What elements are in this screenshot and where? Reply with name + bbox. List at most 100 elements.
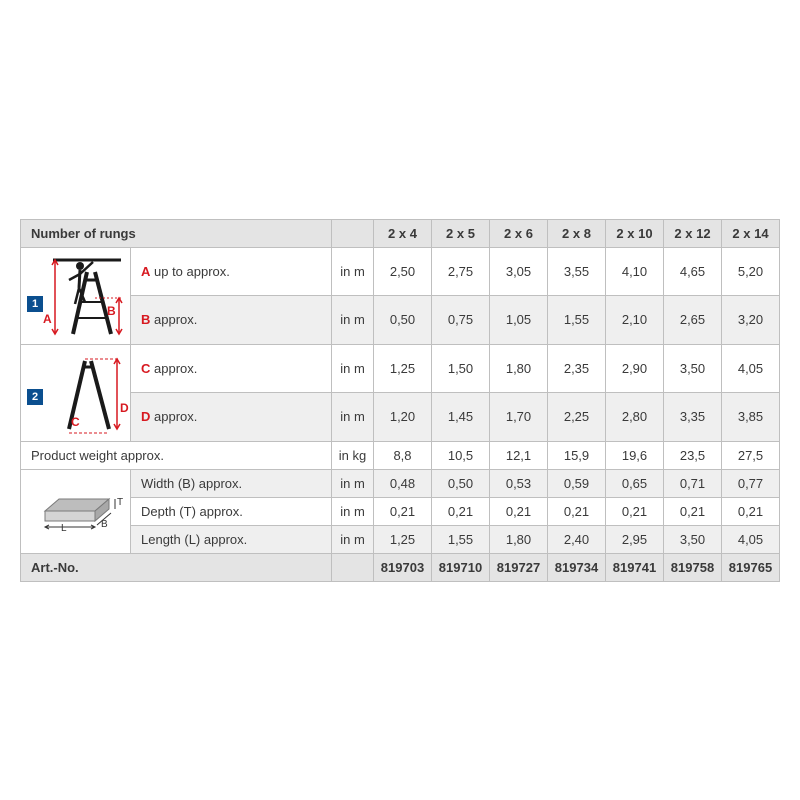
header-col-1: 2 x 5 — [432, 219, 490, 247]
row-a-v6: 5,20 — [722, 247, 780, 296]
row-weight-v4: 19,6 — [606, 441, 664, 469]
header-col-4: 2 x 10 — [606, 219, 664, 247]
row-lengthl-v5: 3,50 — [664, 525, 722, 553]
row-a-rest: up to approx. — [150, 264, 230, 279]
row-artno: Art.-No. 819703 819710 819727 819734 819… — [21, 553, 780, 581]
row-a-v3: 3,55 — [548, 247, 606, 296]
row-b-v0: 0,50 — [374, 296, 432, 345]
row-depth-t: Depth (T) approx. in m 0,21 0,21 0,21 0,… — [21, 497, 780, 525]
row-weight: Product weight approx. in kg 8,8 10,5 12… — [21, 441, 780, 469]
row-lengthl-v0: 1,25 — [374, 525, 432, 553]
row-artno-v1: 819710 — [432, 553, 490, 581]
row-d-v2: 1,70 — [490, 393, 548, 442]
row-lengthl-v4: 2,95 — [606, 525, 664, 553]
header-col-2: 2 x 6 — [490, 219, 548, 247]
row-widthb-v6: 0,77 — [722, 469, 780, 497]
diagram-1-cell: 1 — [21, 247, 131, 344]
row-artno-v3: 819734 — [548, 553, 606, 581]
row-widthb-v1: 0,50 — [432, 469, 490, 497]
row-lengthl-v3: 2,40 — [548, 525, 606, 553]
row-weight-label: Product weight approx. — [21, 441, 332, 469]
diagram-box-b: B — [101, 519, 108, 530]
row-deptht-v4: 0,21 — [606, 497, 664, 525]
row-artno-v4: 819741 — [606, 553, 664, 581]
diagram-2-label-d: D — [120, 401, 129, 415]
row-c-v3: 2,35 — [548, 344, 606, 393]
row-artno-v5: 819758 — [664, 553, 722, 581]
header-col-3: 2 x 8 — [548, 219, 606, 247]
diagram-1-label-b: B — [107, 304, 116, 318]
row-b: B approx. in m 0,50 0,75 1,05 1,55 2,10 … — [21, 296, 780, 345]
row-width-b: L B T Width (B) approx. in m 0,48 0,50 0… — [21, 469, 780, 497]
row-a-v1: 2,75 — [432, 247, 490, 296]
row-c-v0: 1,25 — [374, 344, 432, 393]
row-d-v4: 2,80 — [606, 393, 664, 442]
row-weight-v1: 10,5 — [432, 441, 490, 469]
row-deptht-v3: 0,21 — [548, 497, 606, 525]
row-widthb-v5: 0,71 — [664, 469, 722, 497]
row-c-prefix: C — [141, 361, 150, 376]
row-widthb-label: Width (B) approx. — [131, 469, 332, 497]
row-widthb-v2: 0,53 — [490, 469, 548, 497]
row-lengthl-v1: 1,55 — [432, 525, 490, 553]
spec-table: Number of rungs 2 x 4 2 x 5 2 x 6 2 x 8 … — [20, 219, 780, 582]
row-artno-v6: 819765 — [722, 553, 780, 581]
row-weight-v5: 23,5 — [664, 441, 722, 469]
row-d-v5: 3,35 — [664, 393, 722, 442]
badge-1: 1 — [27, 296, 43, 312]
row-c: 2 C D C approx. — [21, 344, 780, 393]
row-c-unit: in m — [332, 344, 374, 393]
diagram-box-l: L — [61, 523, 67, 534]
row-a: 1 — [21, 247, 780, 296]
row-b-v6: 3,20 — [722, 296, 780, 345]
diagram-1: 1 — [25, 252, 126, 340]
row-c-v5: 3,50 — [664, 344, 722, 393]
row-b-v4: 2,10 — [606, 296, 664, 345]
row-artno-v2: 819727 — [490, 553, 548, 581]
row-widthb-v3: 0,59 — [548, 469, 606, 497]
row-b-unit: in m — [332, 296, 374, 345]
row-d-prefix: D — [141, 409, 150, 424]
diagram-1-label-a: A — [43, 312, 52, 326]
row-a-v2: 3,05 — [490, 247, 548, 296]
row-b-v3: 1,55 — [548, 296, 606, 345]
row-weight-v6: 27,5 — [722, 441, 780, 469]
row-a-v0: 2,50 — [374, 247, 432, 296]
diagram-2-label-c: C — [71, 415, 80, 429]
row-lengthl-label: Length (L) approx. — [131, 525, 332, 553]
header-title: Number of rungs — [21, 219, 332, 247]
row-weight-v3: 15,9 — [548, 441, 606, 469]
row-a-unit: in m — [332, 247, 374, 296]
row-c-v6: 4,05 — [722, 344, 780, 393]
header-col-5: 2 x 12 — [664, 219, 722, 247]
row-c-v1: 1,50 — [432, 344, 490, 393]
row-weight-unit: in kg — [332, 441, 374, 469]
diagram-box: L B T — [25, 481, 126, 541]
row-d-v6: 3,85 — [722, 393, 780, 442]
row-b-v2: 1,05 — [490, 296, 548, 345]
diagram-box-t: T — [117, 497, 123, 508]
row-c-v2: 1,80 — [490, 344, 548, 393]
row-d-v3: 2,25 — [548, 393, 606, 442]
spec-table-container: Number of rungs 2 x 4 2 x 5 2 x 6 2 x 8 … — [20, 219, 780, 582]
row-d: D approx. in m 1,20 1,45 1,70 2,25 2,80 … — [21, 393, 780, 442]
row-a-v4: 4,10 — [606, 247, 664, 296]
row-b-prefix: B — [141, 312, 150, 327]
badge-2: 2 — [27, 389, 43, 405]
header-col-0: 2 x 4 — [374, 219, 432, 247]
row-deptht-v0: 0,21 — [374, 497, 432, 525]
diagram-2-cell: 2 C D — [21, 344, 131, 441]
row-c-rest: approx. — [150, 361, 197, 376]
row-artno-label: Art.-No. — [21, 553, 332, 581]
row-weight-v2: 12,1 — [490, 441, 548, 469]
row-widthb-unit: in m — [332, 469, 374, 497]
box-diagram-icon — [25, 481, 125, 537]
row-deptht-unit: in m — [332, 497, 374, 525]
header-col-6: 2 x 14 — [722, 219, 780, 247]
row-b-v1: 0,75 — [432, 296, 490, 345]
row-d-label: D approx. — [131, 393, 332, 442]
header-row: Number of rungs 2 x 4 2 x 5 2 x 6 2 x 8 … — [21, 219, 780, 247]
row-length-l: Length (L) approx. in m 1,25 1,55 1,80 2… — [21, 525, 780, 553]
row-deptht-v1: 0,21 — [432, 497, 490, 525]
header-unit-spacer — [332, 219, 374, 247]
